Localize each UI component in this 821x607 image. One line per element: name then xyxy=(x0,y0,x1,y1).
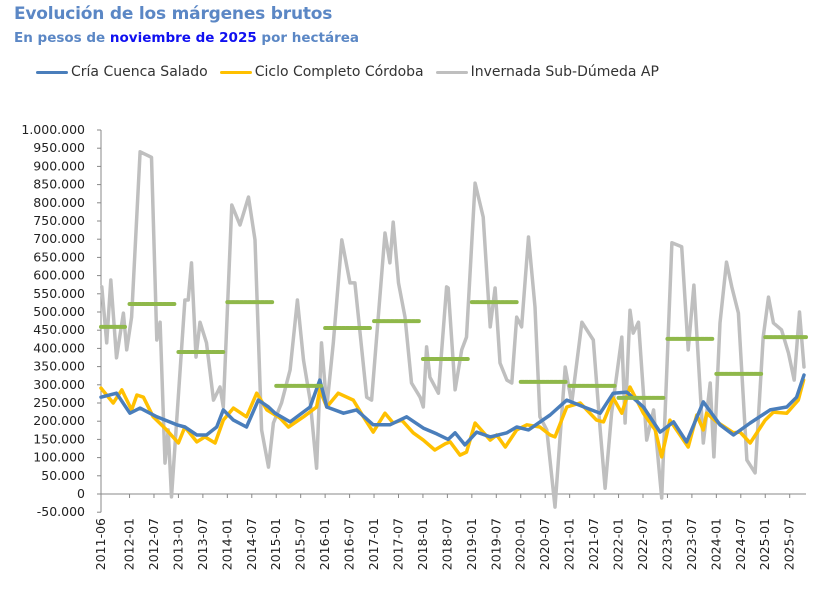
chart-title: Evolución de los márgenes brutos xyxy=(14,4,333,24)
x-tick-label: 2025-01 xyxy=(757,518,772,570)
x-tick-label: 2018-07 xyxy=(439,518,454,570)
legend-label: Ciclo Completo Córdoba xyxy=(254,64,424,80)
series-line-cr-a-cuenca-salado xyxy=(99,373,806,447)
y-tick-label: 600.000 xyxy=(33,268,85,283)
y-tick-label: 1.000.000 xyxy=(21,122,85,137)
y-tick-label: 350.000 xyxy=(33,359,85,374)
y-tick-label: 900.000 xyxy=(33,158,85,173)
y-tick-label: 950.000 xyxy=(33,140,85,155)
series-line-invernada-sub-d-meda-ap xyxy=(100,150,806,509)
legend-swatch xyxy=(435,70,468,74)
x-tick-label: 2018-01 xyxy=(415,518,430,570)
y-tick-label: 300.000 xyxy=(33,377,85,392)
x-tick-label: 2014-07 xyxy=(244,518,259,570)
x-tick-label: 2013-01 xyxy=(170,518,185,570)
y-tick-label: 550.000 xyxy=(33,286,85,301)
y-tick-label: 700.000 xyxy=(33,231,85,246)
y-tick-label: 50.000 xyxy=(41,468,85,483)
x-tick-label: 2014-01 xyxy=(219,518,234,570)
y-tick-label: 100.000 xyxy=(33,450,85,465)
y-tick-label: 850.000 xyxy=(33,177,85,192)
legend-item-ciclo: Ciclo Completo Córdoba xyxy=(219,64,424,80)
legend-label: Cría Cuenca Salado xyxy=(71,64,208,80)
y-tick-label: 250.000 xyxy=(33,395,85,410)
y-tick-label: 150.000 xyxy=(33,431,85,446)
x-tick-label: 2023-01 xyxy=(659,518,674,570)
x-tick-label: 2024-07 xyxy=(733,518,748,570)
x-tick-label: 2015-01 xyxy=(268,518,283,570)
x-tick-label: 2011-06 xyxy=(93,518,108,570)
legend-label: Invernada Sub-Dúmeda AP xyxy=(470,64,659,80)
y-tick-label: 0 xyxy=(77,486,85,501)
x-tick-label: 2015-07 xyxy=(293,518,308,570)
x-tick-label: 2020-07 xyxy=(537,518,552,570)
x-tick-label: 2024-01 xyxy=(708,518,723,570)
y-tick-label: 450.000 xyxy=(33,322,85,337)
subtitle-prefix: En pesos de xyxy=(14,30,110,46)
y-tick-label: 750.000 xyxy=(33,213,85,228)
x-tick-label: 2021-07 xyxy=(586,518,601,570)
x-tick-label: 2019-01 xyxy=(464,518,479,570)
x-tick-label: 2022-07 xyxy=(635,518,650,570)
chart-subtitle: En pesos de noviembre de 2025 por hectár… xyxy=(14,30,359,46)
subtitle-highlight: noviembre de 2025 xyxy=(109,30,257,46)
series-line-ciclo-completo-c-rdoba xyxy=(99,378,806,459)
x-tick-label: 2016-01 xyxy=(317,518,332,570)
x-tick-label: 2023-07 xyxy=(684,518,699,570)
y-tick-label: 200.000 xyxy=(33,413,85,428)
x-tick-label: 2017-01 xyxy=(366,518,381,570)
x-tick-label: 2016-07 xyxy=(342,518,357,570)
x-tick-label: 2025-07 xyxy=(782,518,797,570)
legend-item-invernada: Invernada Sub-Dúmeda AP xyxy=(435,64,659,80)
x-tick-label: 2020-01 xyxy=(513,518,528,570)
legend-swatch xyxy=(36,70,68,74)
legend-item-cria: Cría Cuenca Salado xyxy=(36,64,208,80)
y-tick-label: 400.000 xyxy=(33,340,85,355)
x-tick-label: 2022-01 xyxy=(611,518,626,570)
legend: Cría Cuenca Salado Ciclo Completo Córdob… xyxy=(36,64,659,80)
x-tick-label: 2021-01 xyxy=(562,518,577,570)
y-tick-label: -50.000 xyxy=(37,504,85,519)
x-tick-label: 2012-07 xyxy=(146,518,161,570)
y-tick-label: 650.000 xyxy=(33,249,85,264)
x-tick-label: 2013-07 xyxy=(195,518,210,570)
y-tick-label: 500.000 xyxy=(33,304,85,319)
x-tick-label: 2017-07 xyxy=(390,518,405,570)
legend-swatch xyxy=(219,70,252,74)
x-tick-label: 2012-01 xyxy=(122,518,137,570)
y-tick-label: 800.000 xyxy=(33,195,85,210)
x-tick-label: 2019-07 xyxy=(488,518,503,570)
subtitle-suffix: por hectárea xyxy=(256,30,359,46)
